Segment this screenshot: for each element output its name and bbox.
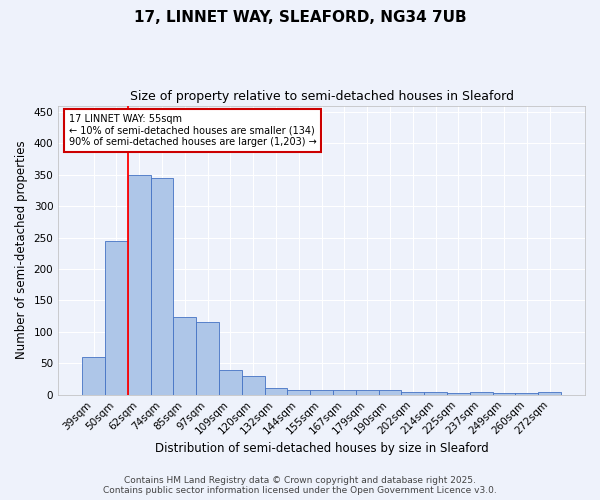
Bar [219,370,242,394]
Bar [265,388,287,394]
Bar [173,318,196,394]
Title: Size of property relative to semi-detached houses in Sleaford: Size of property relative to semi-detach… [130,90,514,103]
Bar [82,357,105,395]
Text: Contains HM Land Registry data © Crown copyright and database right 2025.
Contai: Contains HM Land Registry data © Crown c… [103,476,497,495]
Bar [310,390,333,394]
Bar [128,174,151,394]
Bar [470,392,493,394]
Bar [538,392,561,394]
Bar [242,376,265,394]
Bar [401,392,424,394]
Bar [424,392,447,394]
Bar [151,178,173,394]
Text: 17, LINNET WAY, SLEAFORD, NG34 7UB: 17, LINNET WAY, SLEAFORD, NG34 7UB [134,10,466,25]
Bar [333,390,356,394]
Bar [105,240,128,394]
Text: 17 LINNET WAY: 55sqm
← 10% of semi-detached houses are smaller (134)
90% of semi: 17 LINNET WAY: 55sqm ← 10% of semi-detac… [69,114,316,148]
Bar [287,390,310,394]
Bar [356,390,379,394]
Bar [196,322,219,394]
X-axis label: Distribution of semi-detached houses by size in Sleaford: Distribution of semi-detached houses by … [155,442,488,455]
Bar [379,390,401,394]
Y-axis label: Number of semi-detached properties: Number of semi-detached properties [15,141,28,360]
